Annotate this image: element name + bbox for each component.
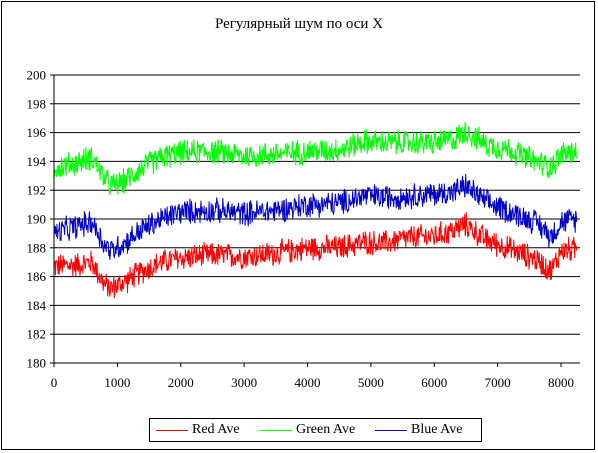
x-tick-label: 2000 [168,375,194,390]
series-line-green [53,121,578,196]
legend-label-red: Red Ave [192,422,240,437]
legend-item-red: Red Ave [156,422,240,438]
y-tick-label: 190 [27,212,47,227]
y-tick-label: 196 [27,125,47,140]
axes [50,74,580,367]
legend-swatch-green [260,429,292,431]
series-layer [53,121,578,299]
x-tick-label: 5000 [358,375,384,390]
x-tick-label: 7000 [485,375,511,390]
x-tick-label: 8000 [548,375,574,390]
legend-item-green: Green Ave [260,422,355,438]
chart-title: Регулярный шум по оси X [214,16,384,32]
legend-label-blue: Blue Ave [411,422,463,437]
y-tick-label: 192 [27,183,47,198]
legend-label-green: Green Ave [296,422,356,437]
x-tick-label: 6000 [421,375,447,390]
y-tick-label: 198 [27,96,47,111]
x-tick-label: 0 [51,375,58,390]
x-tick-label: 4000 [294,375,320,390]
y-tick-label: 182 [27,327,47,342]
y-tick-label: 194 [27,154,47,169]
series-line-blue [53,173,578,260]
legend: Red Ave Green Ave Blue Ave [149,418,482,442]
x-tick-label: 3000 [231,375,257,390]
x-tick-label: 1000 [104,375,130,390]
y-tick-label: 186 [27,269,47,284]
y-tick-label: 180 [27,356,47,371]
y-tick-label: 184 [27,298,47,313]
legend-swatch-red [156,429,188,431]
series-line-red [53,211,578,299]
y-tick-label: 200 [27,68,47,83]
legend-item-blue: Blue Ave [375,422,462,438]
y-tick-label: 188 [27,240,47,255]
legend-swatch-blue [375,429,407,431]
